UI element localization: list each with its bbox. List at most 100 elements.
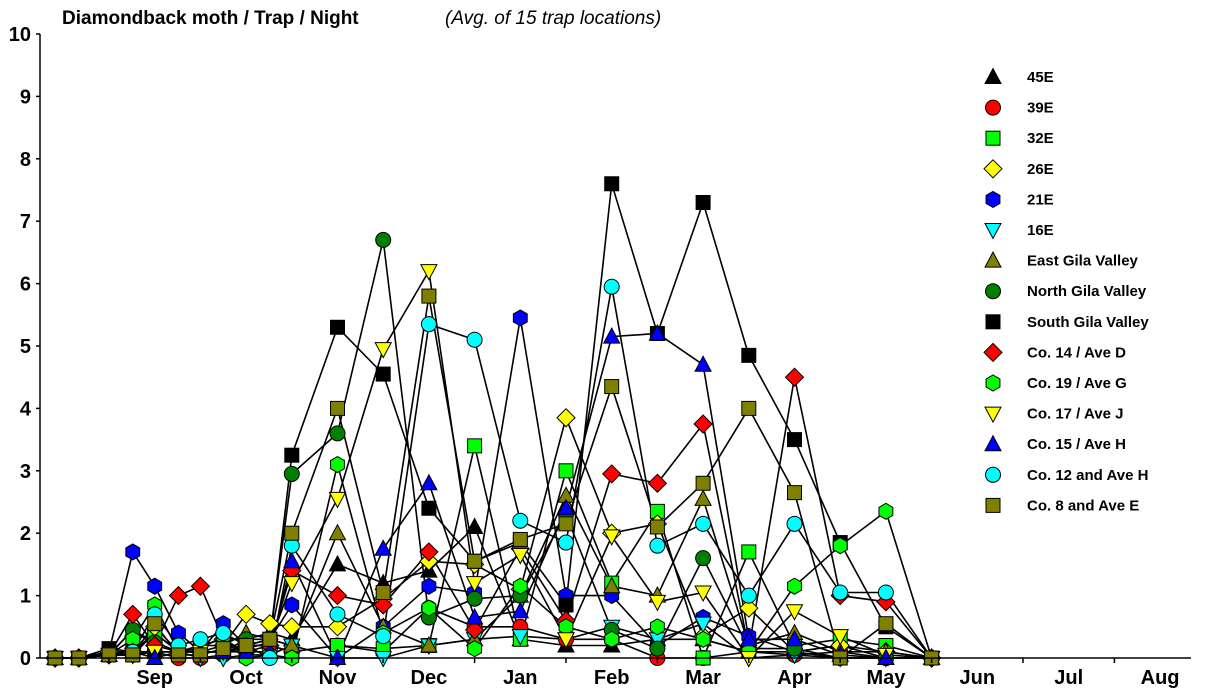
series-line-14 [55, 286, 933, 660]
data-point-s15-21 [787, 485, 802, 501]
legend-label: Co. 14 / Ave D [1027, 344, 1126, 361]
data-point-s10-19 [693, 414, 713, 434]
y-tick-label: 4 [20, 398, 32, 420]
data-point-s8-12 [375, 231, 392, 248]
data-point-s14-14 [466, 331, 483, 348]
chart-title: Diamondback moth / Trap / Night [62, 8, 359, 29]
legend-item: 26E [983, 159, 1054, 179]
data-point-s1-11 [328, 554, 347, 572]
data-point-s7-13 [420, 635, 438, 653]
legend-label: Co. 19 / Ave G [1027, 375, 1127, 392]
legend-marker [985, 314, 1001, 330]
data-point-s9-21 [787, 432, 802, 448]
data-point-s6-15 [511, 629, 530, 646]
y-tick-label: 0 [20, 648, 31, 670]
data-point-s12-18 [648, 594, 667, 612]
data-point-s13-15 [511, 601, 530, 619]
data-point-s1-14 [465, 517, 484, 534]
legend-label: Co. 17 / Ave J [1027, 406, 1123, 423]
chart-subtitle: (Avg. of 15 trap locations) [445, 8, 661, 29]
legend-item: South Gila Valley [985, 314, 1149, 331]
data-point-s5-10 [284, 596, 300, 614]
x-tick-label: Feb [594, 667, 630, 689]
data-point-s15-23 [878, 616, 894, 632]
data-point-s9-16 [558, 597, 574, 613]
x-tick-label: Dec [411, 667, 448, 689]
y-tick-label: 7 [20, 211, 31, 233]
data-point-s15-14 [467, 553, 483, 569]
y-tick-label: 9 [20, 86, 31, 108]
data-point-s4-8 [236, 604, 256, 625]
legend-label: 16E [1027, 222, 1054, 239]
y-tick-label: 3 [20, 461, 31, 483]
legend-item: 45E [984, 67, 1054, 86]
legend-label: Co. 15 / Ave H [1027, 436, 1126, 453]
legend-label: East Gila Valley [1027, 253, 1139, 270]
data-point-s14-21 [786, 515, 803, 532]
data-point-s3-14 [467, 438, 483, 454]
data-point-s11-13 [421, 599, 437, 617]
data-point-s11-19 [695, 630, 711, 648]
data-point-s15-3 [125, 647, 141, 663]
legend-label: South Gila Valley [1027, 314, 1149, 331]
data-point-s11-11 [330, 455, 345, 474]
data-point-s4-11 [327, 617, 348, 637]
legend-item: Co. 17 / Ave J [984, 406, 1123, 424]
legend-item: 16E [984, 222, 1054, 240]
data-point-s11-15 [512, 577, 528, 595]
data-point-s15-16 [558, 516, 574, 532]
data-point-s10-5 [168, 585, 189, 606]
data-point-s12-11 [328, 491, 347, 509]
data-point-s9-20 [741, 347, 757, 363]
axes-layer: 0 1 2 3 4 5 6 7 8 9 10 Sep Oct Nov Dec Jan Feb Mar Apr May J… [9, 24, 1191, 689]
data-point-s5-13 [421, 577, 437, 595]
data-point-s14-18 [649, 537, 666, 554]
data-point-s4-20 [739, 598, 759, 618]
data-point-s10-21 [784, 367, 805, 387]
data-point-s14-20 [740, 587, 757, 604]
data-point-s12-21 [785, 604, 804, 621]
data-point-s14-16 [558, 534, 574, 551]
data-point-s13-21 [785, 629, 804, 647]
data-point-s5-4 [147, 577, 163, 595]
data-point-s9-13 [421, 500, 437, 516]
data-point-s12-14 [465, 576, 484, 593]
data-point-s12-12 [374, 342, 393, 359]
data-point-s11-23 [878, 502, 894, 520]
x-tick-label: Jan [503, 667, 537, 689]
legend-marker [985, 497, 1001, 513]
data-point-s9-12 [375, 366, 391, 382]
data-point-s12-15 [511, 548, 530, 565]
x-tick-label: May [866, 667, 906, 689]
data-point-s14-17 [603, 278, 620, 295]
data-point-s14-13 [420, 316, 437, 333]
data-point-s9-11 [330, 319, 345, 335]
data-point-s10-17 [601, 464, 622, 484]
data-point-s3-16 [558, 463, 574, 479]
y-tick-label: 6 [20, 274, 31, 296]
y-tick-label: 10 [9, 24, 31, 46]
y-tick-label: 5 [20, 336, 31, 358]
data-point-s9-19 [695, 194, 711, 210]
data-point-s15-8 [238, 638, 254, 654]
y-tick-label: 1 [20, 586, 31, 608]
legend-marker [985, 283, 1001, 300]
data-point-s10-12 [373, 595, 393, 615]
legend-item: Co. 12 and Ave H [985, 466, 1148, 484]
data-point-s5-3 [125, 543, 141, 561]
x-tick-label: Sep [136, 667, 173, 689]
legend-item: North Gila Valley [985, 283, 1147, 300]
data-point-s10-13 [419, 542, 439, 562]
data-point-s10-6 [190, 576, 211, 596]
legend-marker [985, 374, 1001, 392]
data-point-s12-10 [282, 576, 301, 593]
legend-label: Co. 8 and Ave E [1027, 497, 1139, 514]
data-point-s8-19 [695, 550, 712, 567]
data-point-s3-20 [741, 544, 757, 560]
data-point-s14-23 [877, 584, 894, 601]
legend-marker [985, 190, 1001, 208]
data-point-s10-14 [464, 620, 485, 640]
data-point-s7-19 [694, 489, 712, 506]
x-tick-label: Mar [685, 667, 721, 689]
